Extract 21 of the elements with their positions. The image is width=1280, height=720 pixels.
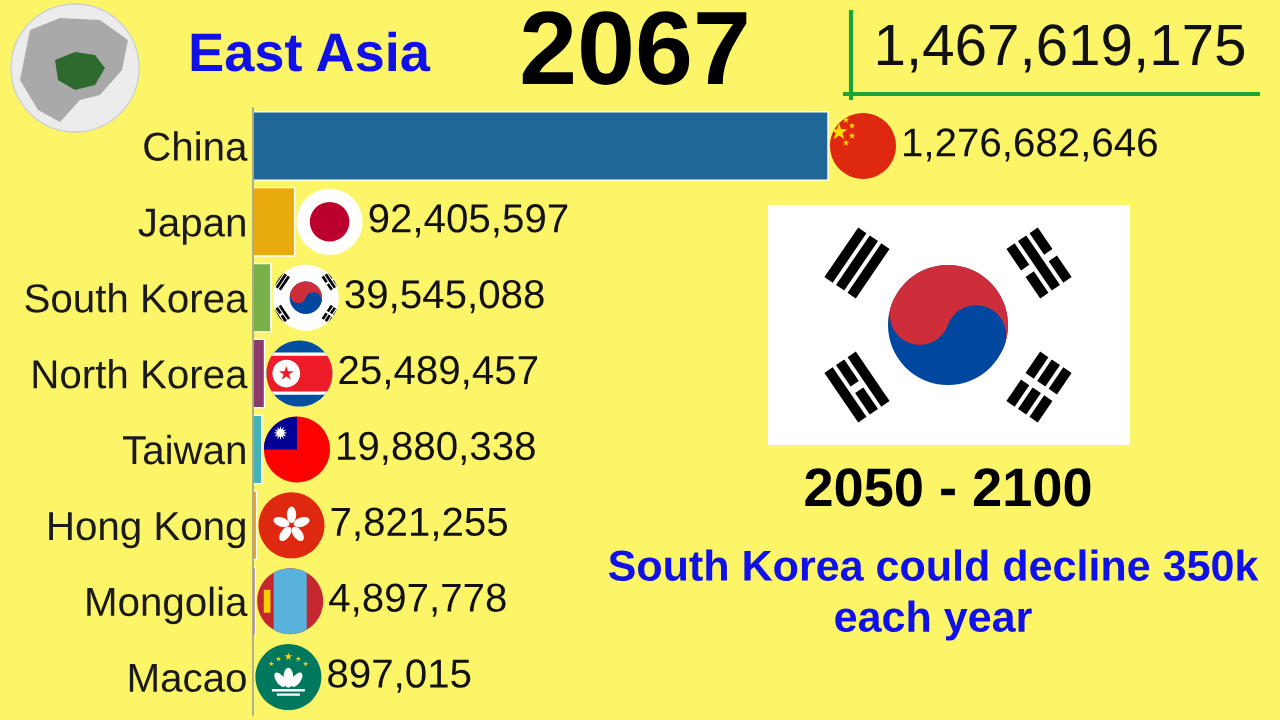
data-label: 19,880,338 [338, 431, 535, 466]
y-tick-label: Macao [129, 663, 246, 693]
annotation: South Korea could decline 350k each year [608, 549, 1259, 641]
annotation: 2050 - 2100 [805, 468, 1091, 507]
text: 2067 [522, 11, 747, 85]
data-label: 92,405,597 [369, 204, 568, 238]
y-tick-label: Hong Kong [49, 512, 245, 549]
text: 1,467,619,175 [877, 24, 1245, 73]
data-label: 7,821,255 [331, 507, 508, 541]
chart-title: East Asia [191, 31, 431, 72]
data-label: 1,276,682,646 [904, 128, 1157, 162]
data-label: 39,545,088 [345, 279, 544, 314]
data-label: 4,897,778 [329, 583, 506, 617]
y-tick-label: China [144, 131, 248, 161]
data-label: 25,489,457 [339, 355, 538, 390]
y-tick-label: Taiwan [123, 434, 245, 465]
y-tick-label: North Korea [33, 358, 248, 389]
data-label: 897,015 [328, 659, 471, 693]
y-tick-label: Mongolia [87, 586, 248, 625]
y-tick-label: Japan [138, 208, 245, 245]
y-tick-label: South Korea [25, 283, 248, 313]
